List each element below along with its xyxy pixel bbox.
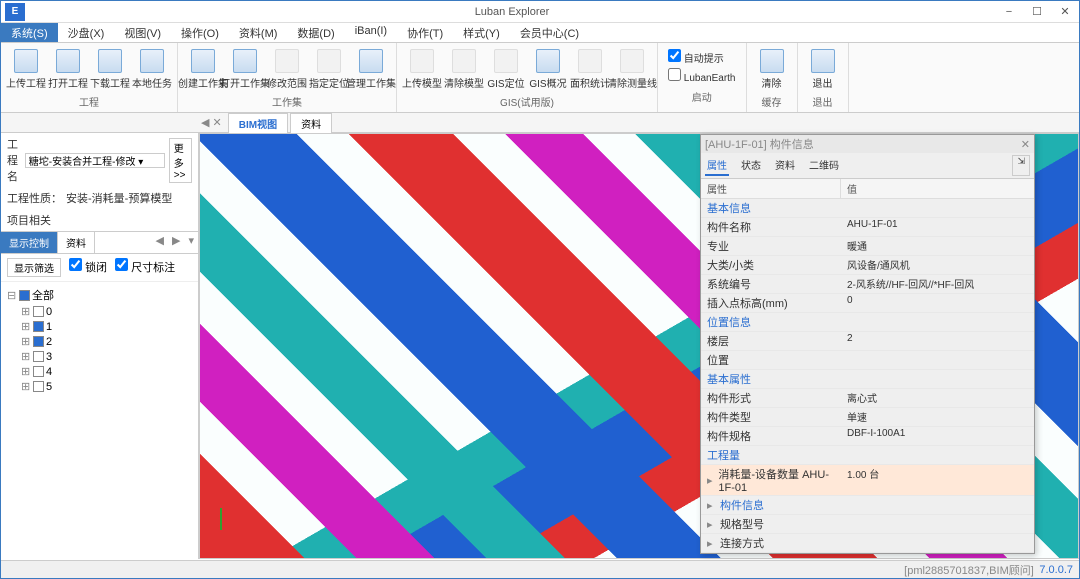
menu-item[interactable]: 协作(T) — [397, 23, 453, 42]
prop-row[interactable]: 构件形式离心式 — [701, 389, 1034, 408]
prop-head-val: 值 — [841, 179, 863, 198]
prop-row[interactable]: 大类/小类风设备/通风机 — [701, 256, 1034, 275]
3d-viewport[interactable]: [AHU-1F-01] 构件信息✕ 属性状态资料二维码⇲ 属性值 基本信息构件名… — [199, 133, 1079, 559]
prop-row[interactable]: 工程量 — [701, 446, 1034, 465]
prop-row[interactable]: 位置信息 — [701, 313, 1034, 332]
prop-head-key: 属性 — [701, 179, 841, 198]
tree-item[interactable]: ⊞2 — [7, 334, 192, 349]
ribbon-button[interactable]: 打开工程 — [47, 45, 89, 93]
left-panel: 工程名 更多>> 工程性质： 安装-消耗量-预算模型 项目相关 显示控制 资料 … — [1, 133, 199, 559]
ribbon-button[interactable]: 本地任务 — [131, 45, 173, 93]
tree-item[interactable]: ⊞1 — [7, 319, 192, 334]
prop-close-icon[interactable]: ✕ — [1021, 138, 1030, 151]
menu-item[interactable]: 样式(Y) — [453, 23, 510, 42]
axis-gizmo[interactable] — [220, 498, 260, 538]
filter-show-button[interactable]: 显示筛选 — [7, 258, 61, 277]
project-name-label: 工程名 — [7, 136, 21, 184]
prop-row[interactable]: 专业暖通 — [701, 237, 1034, 256]
tree: ⊟全部 ⊞0⊞1⊞2⊞3⊞4⊞5 — [1, 282, 198, 398]
lubanearth-checkbox[interactable]: LubanEarth — [668, 68, 736, 84]
menu-item[interactable]: 系统(S) — [1, 23, 58, 42]
menu-item[interactable]: 资料(M) — [229, 23, 288, 42]
tree-root[interactable]: ⊟全部 — [7, 286, 192, 304]
menu-item[interactable]: 会员中心(C) — [510, 23, 589, 42]
more-button[interactable]: 更多>> — [169, 138, 192, 183]
menubar: 系统(S)沙盘(X)视图(V)操作(O)资料(M)数据(D)iBan(I)协作(… — [1, 23, 1079, 43]
doc-tabs: ◀ ✕ BIM视图 资料 — [1, 113, 1079, 133]
tree-item[interactable]: ⊞0 — [7, 304, 192, 319]
project-nature-label: 工程性质： — [7, 190, 62, 206]
menu-item[interactable]: 视图(V) — [114, 23, 171, 42]
left-tab-display[interactable]: 显示控制 — [1, 232, 58, 253]
menu-item[interactable]: iBan(I) — [345, 23, 397, 42]
titlebar: E Luban Explorer − ☐ ✕ — [1, 1, 1079, 23]
ribbon-button[interactable]: 创建工作集 — [182, 45, 224, 93]
main: 工程名 更多>> 工程性质： 安装-消耗量-预算模型 项目相关 显示控制 资料 … — [1, 133, 1079, 559]
prop-export-icon[interactable]: ⇲ — [1012, 155, 1030, 176]
prop-tab[interactable]: 属性 — [705, 155, 729, 176]
filter-dim-checkbox[interactable]: 尺寸标注 — [115, 258, 175, 277]
prop-row[interactable]: ▸消耗量-设备数量 AHU-1F-011.00 台 — [701, 465, 1034, 496]
prop-row[interactable]: 系统编号2-风系统//HF-回风//*HF-回风 — [701, 275, 1034, 294]
project-name-input[interactable] — [25, 153, 165, 168]
ribbon-button: 清除模型 — [443, 45, 485, 93]
prop-row[interactable]: ▸规格型号 — [701, 515, 1034, 534]
ribbon-button[interactable]: 上传工程 — [5, 45, 47, 93]
left-tab-zl[interactable]: 资料 — [58, 232, 95, 253]
prop-tab[interactable]: 二维码 — [807, 155, 841, 176]
ribbon-button[interactable]: 退出 — [802, 45, 844, 93]
menu-item[interactable]: 沙盘(X) — [58, 23, 115, 42]
tree-item[interactable]: ⊞5 — [7, 379, 192, 394]
minimize-button[interactable]: − — [995, 1, 1023, 23]
prop-row[interactable]: 楼层2 — [701, 332, 1034, 351]
ribbon: 上传工程打开工程下载工程本地任务工程创建工作集打开工作集修改范围指定定位管理工作… — [1, 43, 1079, 113]
prop-row[interactable]: 基本属性 — [701, 370, 1034, 389]
status-pml: [pml2885701837,BIM顾问] — [904, 562, 1034, 578]
ribbon-button[interactable]: 打开工作集 — [224, 45, 266, 93]
tree-item[interactable]: ⊞3 — [7, 349, 192, 364]
ribbon-button: 面积统计 — [569, 45, 611, 93]
prop-title: [AHU-1F-01] 构件信息 — [705, 136, 814, 152]
tab-close-icon[interactable]: ◀ ✕ — [201, 116, 222, 129]
nav-next-icon[interactable]: ▶ — [168, 232, 184, 253]
menu-item[interactable]: 操作(O) — [171, 23, 229, 42]
nav-prev-icon[interactable]: ◀ — [152, 232, 168, 253]
tab-zl[interactable]: 资料 — [290, 113, 332, 133]
close-button[interactable]: ✕ — [1051, 1, 1079, 23]
project-related-label: 项目相关 — [7, 212, 51, 228]
statusbar: [pml2885701837,BIM顾问] 7.0.0.7 — [1, 560, 1079, 578]
prop-tab[interactable]: 状态 — [739, 155, 763, 176]
tree-item[interactable]: ⊞4 — [7, 364, 192, 379]
prop-row[interactable]: 构件规格DBF-I-100A1 — [701, 427, 1034, 446]
app-logo: E — [5, 3, 25, 21]
auto-hint-checkbox[interactable]: 自动提示 — [668, 49, 736, 65]
project-nature-value: 安装-消耗量-预算模型 — [66, 190, 172, 206]
status-version: 7.0.0.7 — [1039, 564, 1073, 576]
ribbon-button[interactable]: GIS概况 — [527, 45, 569, 93]
maximize-button[interactable]: ☐ — [1023, 1, 1051, 23]
ribbon-button[interactable]: 清除 — [751, 45, 793, 93]
prop-tab[interactable]: 资料 — [773, 155, 797, 176]
prop-row[interactable]: 构件类型单速 — [701, 408, 1034, 427]
tab-bim[interactable]: BIM视图 — [228, 113, 288, 133]
ribbon-button[interactable]: 下载工程 — [89, 45, 131, 93]
menu-item[interactable]: 数据(D) — [287, 23, 344, 42]
ribbon-button[interactable]: 管理工作集 — [350, 45, 392, 93]
prop-row[interactable]: 位置 — [701, 351, 1034, 370]
prop-row[interactable]: ▸连接方式 — [701, 534, 1034, 553]
prop-row[interactable]: ▸构件信息 — [701, 496, 1034, 515]
property-window: [AHU-1F-01] 构件信息✕ 属性状态资料二维码⇲ 属性值 基本信息构件名… — [700, 134, 1035, 554]
app-title: Luban Explorer — [29, 6, 995, 18]
ribbon-button: 上传模型 — [401, 45, 443, 93]
ribbon-button: 修改范围 — [266, 45, 308, 93]
ribbon-button: 清除测量线 — [611, 45, 653, 93]
prop-row[interactable]: 基本信息 — [701, 199, 1034, 218]
prop-row[interactable]: 插入点标高(mm)0 — [701, 294, 1034, 313]
ribbon-button: GIS定位 — [485, 45, 527, 93]
filter-lock-checkbox[interactable]: 锁闭 — [69, 258, 107, 277]
nav-menu-icon[interactable]: ▾ — [184, 232, 198, 253]
ribbon-button: 指定定位 — [308, 45, 350, 93]
prop-body: 基本信息构件名称AHU-1F-01专业暖通大类/小类风设备/通风机系统编号2-风… — [701, 199, 1034, 553]
prop-row[interactable]: 构件名称AHU-1F-01 — [701, 218, 1034, 237]
